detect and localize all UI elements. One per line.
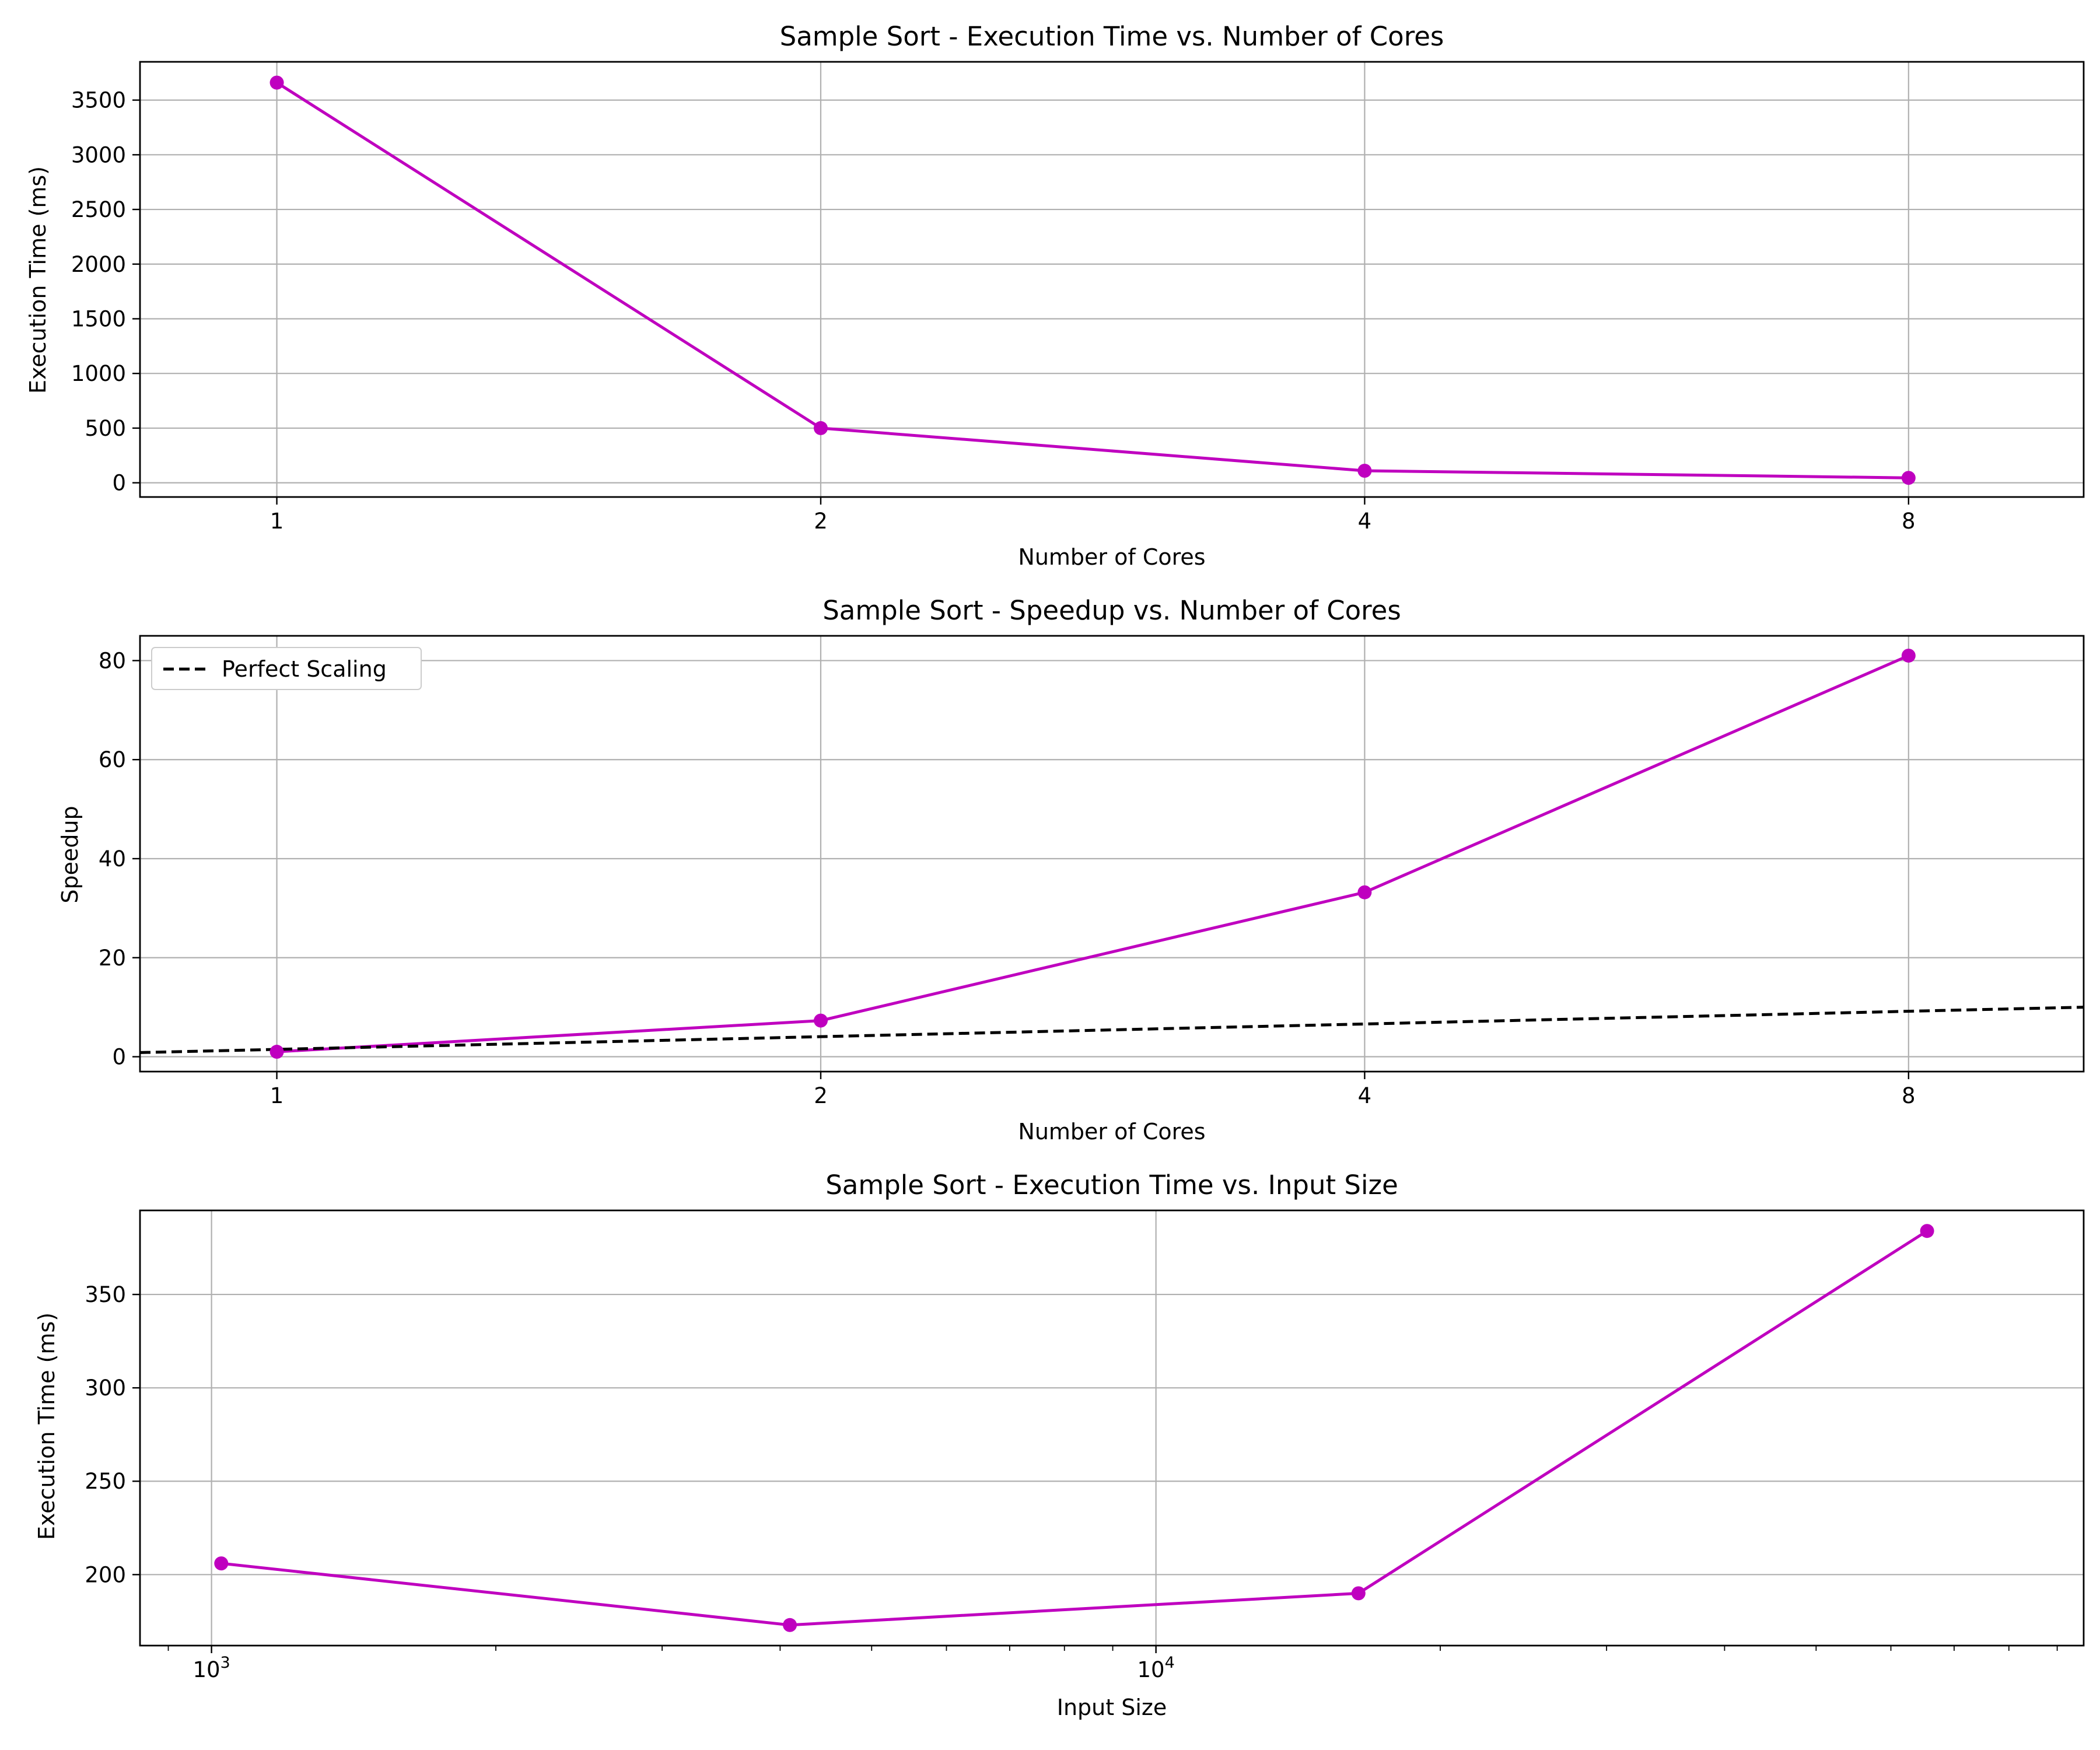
series-line — [276, 81, 1909, 480]
legend-label: Perfect Scaling — [222, 656, 387, 682]
data-point — [270, 75, 284, 90]
y-tick-label: 60 — [99, 747, 126, 772]
legend: Perfect Scaling — [151, 647, 422, 690]
x-tick-label: 2 — [814, 1083, 828, 1108]
data-point — [1901, 471, 1916, 485]
axes-frame — [139, 635, 2085, 1073]
x-tick-label: 2 — [814, 509, 828, 534]
x-tick-label: 4 — [1358, 1083, 1372, 1108]
chart-execution-time-vs-input-size: Sample Sort - Execution Time vs. Input S… — [34, 1170, 2085, 1720]
y-tick-label: 300 — [85, 1376, 126, 1401]
chart-title: Sample Sort - Execution Time vs. Input S… — [825, 1170, 1398, 1200]
y-tick-label: 2500 — [71, 197, 126, 222]
data-point — [813, 421, 828, 435]
data-point — [1351, 1586, 1366, 1601]
series-line — [221, 1230, 1928, 1627]
x-tick-label: 1 — [270, 509, 284, 534]
plot-area — [276, 81, 1909, 480]
plot-area — [140, 654, 2084, 1054]
chart-execution-time-vs-cores: Sample Sort - Execution Time vs. Number … — [25, 21, 2085, 570]
data-point — [1357, 885, 1372, 900]
y-tick-label: 200 — [85, 1562, 126, 1587]
legend-box — [151, 647, 422, 690]
data-point — [1920, 1224, 1934, 1238]
data-point — [813, 1013, 828, 1028]
y-tick-label: 0 — [112, 1045, 126, 1070]
x-tick-label: 8 — [1902, 1083, 1916, 1108]
axes-frame — [139, 61, 2085, 498]
chart-title: Sample Sort - Speedup vs. Number of Core… — [822, 595, 1401, 626]
x-axis-label: Number of Cores — [1018, 544, 1205, 570]
y-tick-label: 20 — [99, 946, 126, 971]
data-point — [1901, 648, 1916, 663]
y-tick-label: 1000 — [71, 361, 126, 386]
x-axis-label: Number of Cores — [1018, 1119, 1205, 1144]
data-point — [1357, 464, 1372, 478]
x-tick-label: 1 — [270, 1083, 284, 1108]
x-tick-label: 4 — [1358, 509, 1372, 534]
y-axis-label: Execution Time (ms) — [34, 1312, 60, 1540]
y-tick-label: 80 — [99, 648, 126, 673]
y-tick-label: 1500 — [71, 306, 126, 331]
x-tick-exponent: 4 — [1165, 1654, 1175, 1672]
series-line — [276, 654, 1909, 1054]
data-point — [270, 1045, 284, 1059]
chart-speedup-vs-cores: Sample Sort - Speedup vs. Number of Core… — [57, 595, 2085, 1144]
x-tick-exponent: 3 — [220, 1654, 230, 1672]
y-axis-label: Speedup — [57, 806, 83, 903]
y-tick-label: 40 — [99, 846, 126, 872]
data-point — [783, 1618, 797, 1632]
reference-line — [140, 1006, 2084, 1054]
y-tick-label: 500 — [85, 416, 126, 441]
y-tick-label: 250 — [85, 1469, 126, 1494]
y-tick-label: 0 — [112, 471, 126, 496]
axes-frame — [139, 1209, 2085, 1647]
y-axis-label: Execution Time (ms) — [25, 166, 51, 394]
data-point — [214, 1556, 229, 1571]
x-tick-label: 8 — [1902, 509, 1916, 534]
y-tick-label: 3500 — [71, 88, 126, 113]
y-tick-label: 3000 — [71, 142, 126, 167]
y-tick-label: 350 — [85, 1282, 126, 1307]
x-axis-label: Input Size — [1057, 1695, 1167, 1720]
y-tick-label: 2000 — [71, 252, 126, 277]
chart-title: Sample Sort - Execution Time vs. Number … — [780, 21, 1444, 52]
plot-area — [221, 1230, 1928, 1627]
